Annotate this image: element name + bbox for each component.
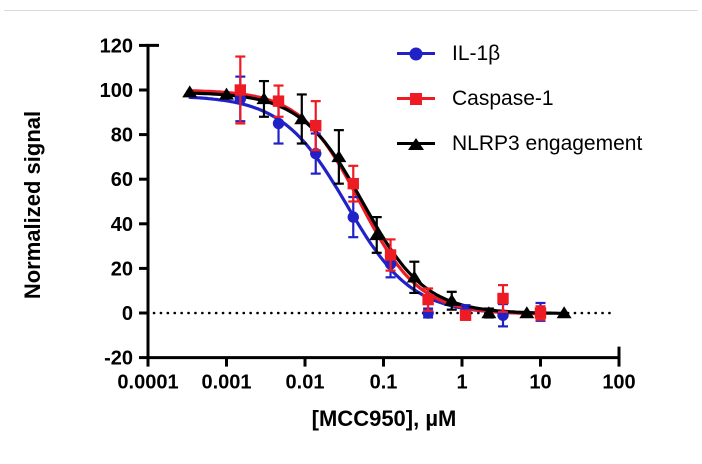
data-point-triangle [369, 228, 385, 241]
y-tick-label: 0 [122, 303, 133, 325]
data-point-triangle [294, 112, 310, 125]
y-axis-title: Normalized signal [20, 110, 45, 300]
axes [139, 43, 621, 367]
x-tick-label: 1 [456, 372, 467, 394]
legend-item-il-1b: IL-1β [397, 31, 642, 76]
legend-label-il-1b: IL-1β [452, 41, 501, 65]
data-point-square [497, 292, 509, 305]
caspase-1-legend-key [397, 89, 435, 109]
data-point-triangle [444, 293, 460, 306]
y-tick-label: -20 [104, 348, 133, 370]
data-point-square [234, 84, 247, 96]
y-tick-label: 40 [111, 214, 133, 236]
series-points-nlrp3-engagement [182, 79, 572, 319]
nlrp3-legend-key [397, 134, 435, 154]
square-marker-icon [410, 92, 422, 105]
tick-labels: -20 0 20 40 60 80 100 120 0.0001 0.001 0.01 0.1 1 10 1… [100, 35, 636, 393]
x-tick-label: 0.1 [370, 372, 398, 394]
figure-border-line [4, 10, 698, 11]
y-tick-label: 80 [111, 125, 133, 147]
data-point-circle [347, 211, 359, 223]
data-point-triangle [182, 85, 198, 98]
series-points-caspase-1 [234, 55, 547, 321]
data-point-circle [272, 117, 285, 130]
legend-label-nlrp3-engagement: NLRP3 engagement [452, 131, 643, 155]
x-tick-label: 0.0001 [117, 372, 178, 394]
data-point-triangle [556, 306, 572, 319]
data-point-triangle [331, 150, 347, 163]
y-tick-label: 20 [111, 258, 133, 280]
triangle-marker-icon [408, 137, 424, 150]
data-point-triangle [481, 306, 497, 319]
data-point-square [347, 177, 359, 190]
x-tick-label: 0.01 [286, 372, 325, 394]
y-tick-label: 60 [111, 169, 133, 191]
legend-item-caspase-1: Caspase-1 [397, 76, 642, 121]
data-point-square [422, 293, 434, 306]
legend: IL-1β Caspase-1 NLRP3 engagement [397, 31, 642, 166]
legend-label-caspase-1: Caspase-1 [452, 86, 554, 110]
x-axis-title: [MCC950], µM [311, 406, 457, 431]
circle-marker-icon [409, 47, 423, 60]
y-tick-label: 120 [100, 35, 133, 57]
il-1b-legend-key [397, 44, 435, 64]
data-point-triangle [406, 270, 422, 283]
data-point-square [384, 249, 397, 261]
y-tick-label: 100 [100, 80, 133, 102]
legend-item-nlrp3-engagement: NLRP3 engagement [397, 121, 642, 166]
data-point-square [459, 309, 472, 321]
data-point-triangle [256, 92, 272, 105]
data-point-triangle [219, 87, 234, 100]
data-point-square [534, 307, 547, 319]
data-point-square [310, 119, 322, 132]
x-tick-label: 10 [529, 372, 551, 394]
data-point-triangle [519, 306, 535, 319]
data-point-square [272, 95, 285, 107]
x-tick-label: 0.001 [201, 372, 251, 394]
x-tick-label: 100 [602, 372, 635, 394]
